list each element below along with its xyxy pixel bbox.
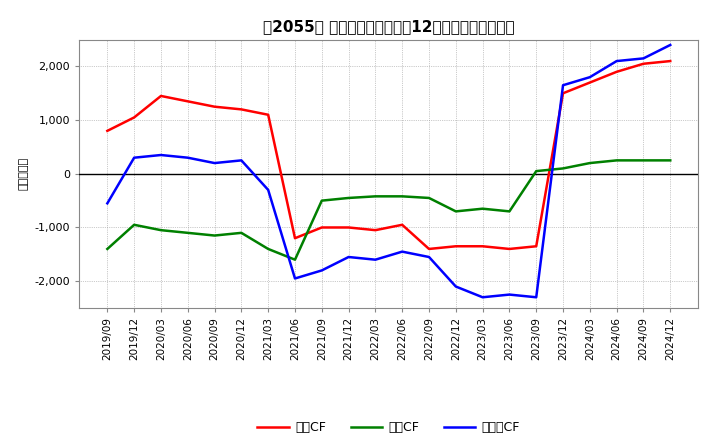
投資CF — [344, 195, 353, 201]
投資CF — [639, 158, 648, 163]
フリーCF — [291, 276, 300, 281]
営業CF — [264, 112, 272, 117]
フリーCF — [585, 74, 594, 80]
投資CF — [130, 222, 138, 227]
フリーCF — [103, 201, 112, 206]
Y-axis label: （百万円）: （百万円） — [19, 157, 29, 191]
営業CF — [210, 104, 219, 109]
フリーCF — [478, 295, 487, 300]
投資CF — [103, 246, 112, 252]
Line: フリーCF: フリーCF — [107, 45, 670, 297]
営業CF — [157, 93, 166, 99]
投資CF — [157, 227, 166, 233]
営業CF — [505, 246, 514, 252]
投資CF — [318, 198, 326, 203]
営業CF — [291, 235, 300, 241]
投資CF — [505, 209, 514, 214]
営業CF — [398, 222, 407, 227]
フリーCF — [398, 249, 407, 254]
投資CF — [398, 194, 407, 199]
投資CF — [237, 230, 246, 235]
営業CF — [318, 225, 326, 230]
投資CF — [291, 257, 300, 262]
営業CF — [585, 80, 594, 85]
営業CF — [237, 107, 246, 112]
フリーCF — [130, 155, 138, 160]
フリーCF — [451, 284, 460, 289]
営業CF — [371, 227, 379, 233]
Title: 【2055】 キャッシュフローの12か月移動合計の推移: 【2055】 キャッシュフローの12か月移動合計の推移 — [263, 19, 515, 34]
投資CF — [478, 206, 487, 211]
フリーCF — [559, 83, 567, 88]
フリーCF — [157, 152, 166, 158]
投資CF — [184, 230, 192, 235]
営業CF — [451, 244, 460, 249]
営業CF — [130, 115, 138, 120]
フリーCF — [264, 187, 272, 193]
投資CF — [559, 166, 567, 171]
フリーCF — [532, 295, 541, 300]
営業CF — [425, 246, 433, 252]
投資CF — [210, 233, 219, 238]
Legend: 営業CF, 投資CF, フリーCF: 営業CF, 投資CF, フリーCF — [253, 416, 525, 439]
Line: 投資CF: 投資CF — [107, 160, 670, 260]
投資CF — [425, 195, 433, 201]
投資CF — [585, 161, 594, 166]
フリーCF — [237, 158, 246, 163]
投資CF — [532, 169, 541, 174]
投資CF — [371, 194, 379, 199]
フリーCF — [666, 42, 675, 48]
営業CF — [103, 128, 112, 133]
フリーCF — [505, 292, 514, 297]
営業CF — [478, 244, 487, 249]
フリーCF — [371, 257, 379, 262]
投資CF — [612, 158, 621, 163]
Line: 営業CF: 営業CF — [107, 61, 670, 249]
フリーCF — [344, 254, 353, 260]
投資CF — [264, 246, 272, 252]
投資CF — [451, 209, 460, 214]
フリーCF — [210, 161, 219, 166]
営業CF — [612, 69, 621, 74]
営業CF — [532, 244, 541, 249]
営業CF — [666, 59, 675, 64]
営業CF — [639, 61, 648, 66]
フリーCF — [639, 56, 648, 61]
営業CF — [184, 99, 192, 104]
フリーCF — [184, 155, 192, 160]
営業CF — [344, 225, 353, 230]
フリーCF — [425, 254, 433, 260]
投資CF — [666, 158, 675, 163]
フリーCF — [612, 59, 621, 64]
フリーCF — [318, 268, 326, 273]
営業CF — [559, 91, 567, 96]
